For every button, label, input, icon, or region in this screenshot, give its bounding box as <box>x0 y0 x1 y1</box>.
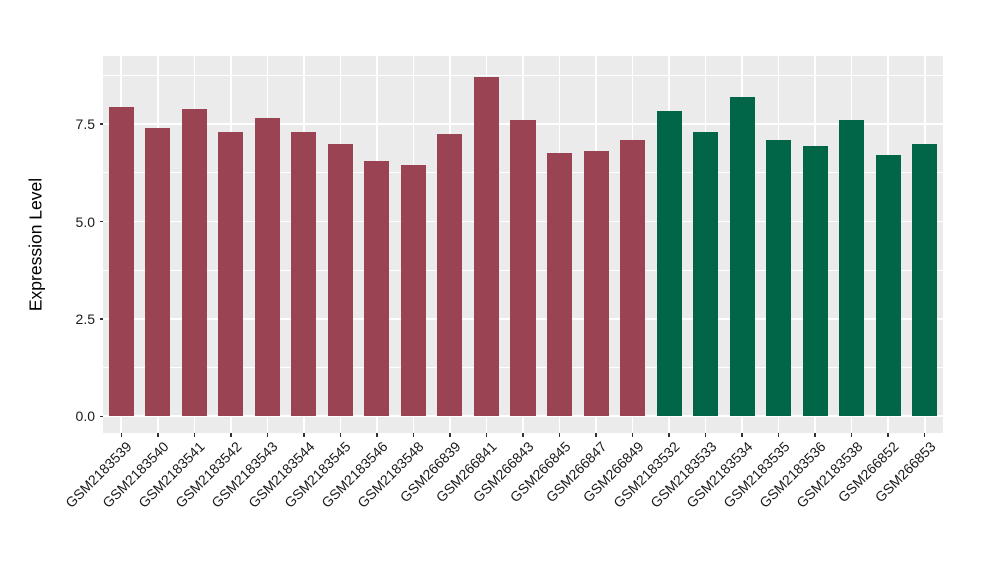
y-tick-mark <box>99 220 103 223</box>
x-tick-mark <box>595 433 597 437</box>
bar-GSM266843 <box>510 120 536 417</box>
x-tick-mark <box>412 433 415 437</box>
bar-GSM2183538 <box>839 120 865 417</box>
x-tick-mark <box>631 433 634 437</box>
x-tick-mark <box>193 433 196 437</box>
y-tick-label: 7.5 <box>75 116 95 133</box>
bar-GSM2183548 <box>400 165 426 417</box>
x-tick-mark <box>668 433 670 437</box>
y-tick-label: 5.0 <box>75 213 95 230</box>
bar-GSM2183545 <box>327 143 353 417</box>
x-tick-mark <box>485 433 488 437</box>
x-tick-mark <box>120 433 122 437</box>
bar-GSM2183542 <box>218 131 244 417</box>
plot-panel <box>103 56 943 433</box>
y-tick-mark <box>99 415 103 417</box>
bar-GSM266849 <box>620 139 646 417</box>
x-tick-mark <box>741 433 743 437</box>
x-tick-mark <box>704 433 707 437</box>
bar-GSM2183536 <box>802 145 828 417</box>
x-tick-mark <box>157 433 159 437</box>
bar-GSM2183535 <box>766 139 792 417</box>
x-tick-mark <box>303 433 305 437</box>
bar-GSM266841 <box>473 77 499 417</box>
y-tick-label: 2.5 <box>75 310 95 327</box>
y-axis-title: Expression Level <box>25 177 46 311</box>
x-tick-mark <box>339 433 342 437</box>
x-tick-mark <box>230 433 232 437</box>
bar-GSM2183544 <box>291 131 317 417</box>
x-tick-mark <box>522 433 524 437</box>
bar-GSM2183532 <box>656 110 682 417</box>
x-tick-mark <box>449 433 451 437</box>
bar-GSM2183541 <box>181 108 207 417</box>
x-tick-mark <box>814 433 816 437</box>
x-tick-mark <box>923 433 926 437</box>
x-tick-mark <box>376 433 378 437</box>
bar-GSM266839 <box>437 133 463 417</box>
bar-GSM266853 <box>912 143 938 417</box>
x-tick-mark <box>266 433 269 437</box>
y-tick-label: 0.0 <box>75 408 95 425</box>
y-tick-mark <box>99 123 103 125</box>
x-tick-mark <box>850 433 853 437</box>
bar-GSM266847 <box>583 151 609 417</box>
x-tick-mark <box>777 433 780 437</box>
bar-GSM2183546 <box>364 161 390 417</box>
bar-GSM266852 <box>875 155 901 417</box>
x-tick-mark <box>558 433 561 437</box>
y-tick-mark <box>99 318 103 320</box>
bar-GSM2183539 <box>108 106 134 417</box>
bar-GSM2183534 <box>729 96 755 417</box>
bar-GSM266845 <box>547 153 573 417</box>
x-tick-mark <box>887 433 889 437</box>
bar-GSM2183540 <box>145 128 171 417</box>
bar-GSM2183543 <box>254 118 280 417</box>
bar-GSM2183533 <box>693 131 719 417</box>
